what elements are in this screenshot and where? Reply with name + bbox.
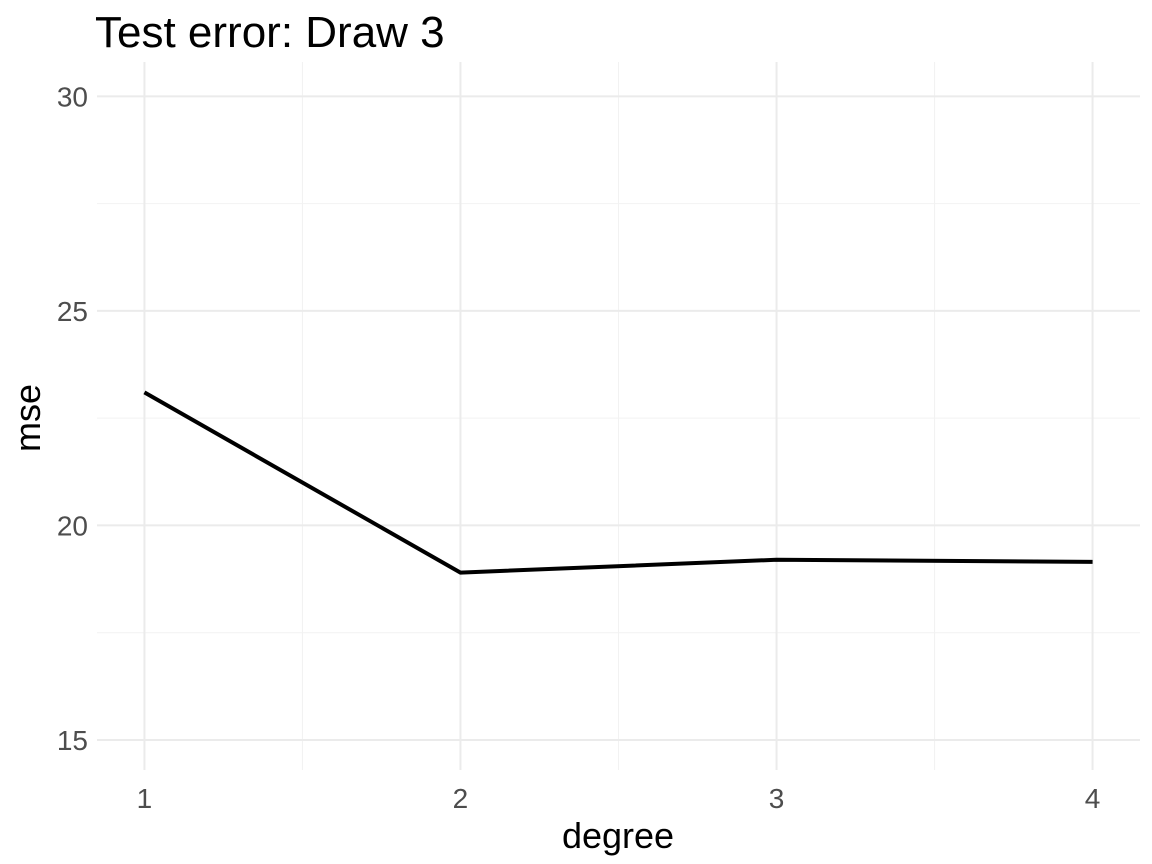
minor-gridlines xyxy=(97,62,1140,770)
y-axis-title: mse xyxy=(7,384,48,452)
y-tick-label: 30 xyxy=(57,81,88,112)
chart-title: Test error: Draw 3 xyxy=(95,8,445,57)
y-tick-label: 20 xyxy=(57,510,88,541)
x-tick-label: 1 xyxy=(137,783,153,814)
y-tick-labels: 15 20 25 30 xyxy=(57,81,88,756)
x-tick-labels: 1 2 3 4 xyxy=(137,783,1101,814)
y-tick-label: 25 xyxy=(57,296,88,327)
series-layer xyxy=(143,390,1093,575)
x-tick-label: 2 xyxy=(453,783,469,814)
x-tick-label: 4 xyxy=(1085,783,1101,814)
series-line xyxy=(143,390,1093,575)
major-gridlines xyxy=(97,62,1140,770)
y-tick-label: 15 xyxy=(57,725,88,756)
x-axis-title: degree xyxy=(562,815,674,856)
x-tick-label: 3 xyxy=(769,783,785,814)
